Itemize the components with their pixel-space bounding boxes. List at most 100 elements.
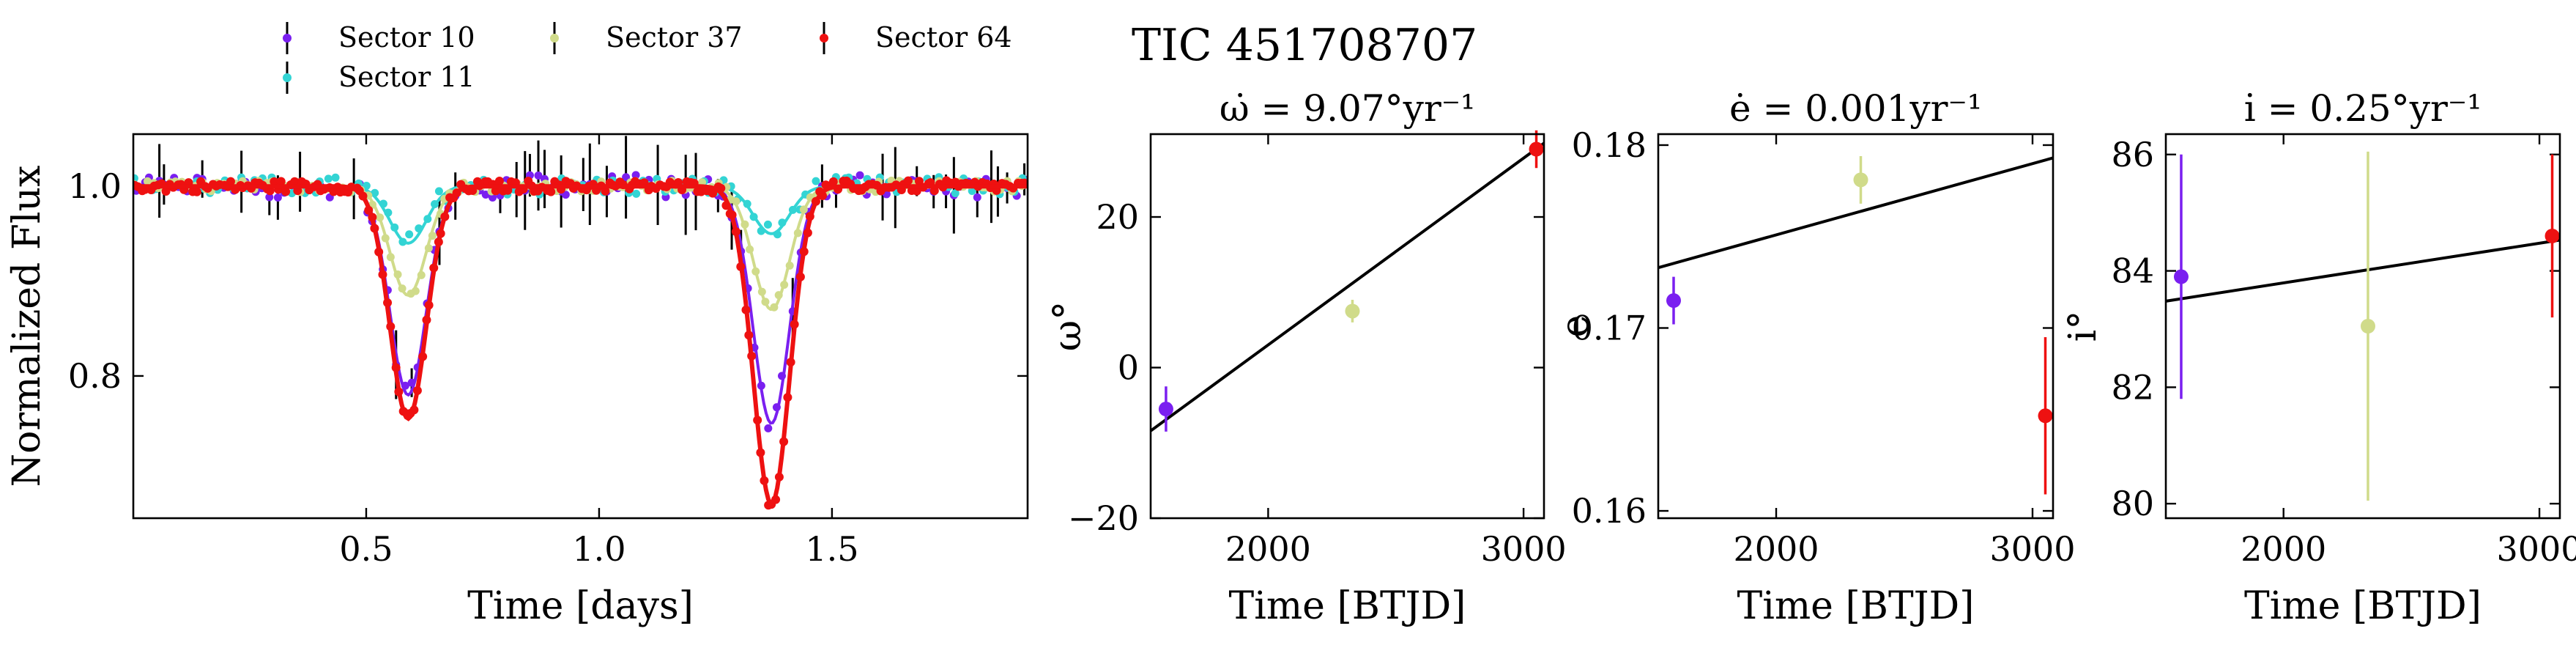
series-sector-64: [133, 176, 1028, 510]
y-tick-label: 1.0: [68, 166, 122, 206]
x-tick-label: 3000: [2497, 529, 2576, 569]
x-tick-label: 2000: [2241, 529, 2326, 569]
data-point: [265, 186, 275, 196]
inclination-panel: i̇ = 0.25°yr⁻¹ i° Time [BTJD] 2000 3000 80…: [2061, 87, 2576, 628]
data-point: [601, 186, 610, 196]
x-tick-label: 2000: [1225, 529, 1311, 569]
eccentricity-y-label: e: [1554, 315, 1597, 338]
eccentricity-x-label: Time [BTJD]: [1737, 584, 1975, 628]
data-point: [192, 187, 201, 196]
y-tick-label: 84: [2111, 251, 2154, 291]
fit-line: [1149, 141, 1545, 432]
y-tick-label: 0.16: [1572, 491, 1647, 531]
x-tick-label: 1.5: [805, 529, 858, 569]
x-tick-label: 0.5: [339, 529, 393, 569]
x-tick-label: 2000: [1733, 529, 1819, 569]
eccentricity-panel-title: ė = 0.001yr⁻¹: [1729, 87, 1982, 130]
y-tick-label: 86: [2111, 135, 2154, 174]
legend-label: Sector 11: [338, 61, 475, 93]
data-point: [2360, 319, 2375, 333]
omega-panel-title: ω̇ = 9.07°yr⁻¹: [1220, 87, 1475, 130]
data-point: [270, 177, 279, 186]
legend-marker-icon: [283, 34, 292, 43]
x-tick-label: 1.0: [572, 529, 626, 569]
plot-frame: [132, 133, 1029, 520]
data-point: [161, 186, 171, 196]
legend-label: Sector 37: [606, 21, 743, 54]
inclination-y-label: i°: [2061, 311, 2105, 342]
data-point: [491, 186, 500, 196]
data-point: [1158, 402, 1173, 417]
data-point: [273, 194, 282, 202]
y-tick-label: −20: [1068, 498, 1139, 538]
x-tick-label: 3000: [1481, 529, 1567, 569]
data-point: [290, 177, 300, 186]
inclination-panel-title: i̇ = 0.25°yr⁻¹: [2244, 87, 2482, 130]
y-tick-label: 0: [1118, 348, 1139, 388]
legend-marker-icon: [820, 34, 828, 43]
y-tick-label: 0.8: [68, 356, 122, 396]
data-point: [405, 230, 414, 239]
data-point: [489, 193, 497, 202]
data-point: [855, 171, 864, 180]
data-point: [324, 174, 333, 183]
omega-y-label: ω°: [1046, 301, 1090, 351]
fit-line: [2165, 238, 2561, 303]
data-point: [903, 176, 913, 185]
data-point: [362, 181, 371, 190]
data-point: [1345, 303, 1360, 319]
legend-marker-icon: [550, 34, 559, 43]
data-point: [534, 171, 543, 180]
data-point: [1853, 172, 1868, 188]
legend-entry-sector-37: Sector 37: [550, 21, 743, 54]
legend-entry-sector-64: Sector 64: [820, 21, 1012, 54]
plot-frame: [1657, 133, 2055, 520]
light-curve-panel: Normalized Flux Time [days] 0.5 1.0 1.5 0.8…: [5, 133, 1029, 628]
x-tick-label: 3000: [1989, 529, 2075, 569]
y-tick-label: 0.18: [1572, 125, 1647, 165]
eccentricity-panel: ė = 0.001yr⁻¹ e Time [BTJD] 2000 3000 0.16…: [1554, 87, 2076, 628]
plot-frame: [1149, 133, 1545, 520]
data-point: [546, 187, 556, 196]
figure-title: TIC 451708707: [1132, 20, 1477, 71]
data-point: [276, 177, 286, 186]
light-curve-x-label: Time [days]: [467, 584, 694, 628]
legend-label: Sector 10: [338, 21, 475, 54]
y-tick-label: 20: [1096, 197, 1139, 237]
data-point: [812, 177, 820, 185]
model-curve: [133, 184, 1028, 506]
data-point: [2038, 408, 2053, 424]
data-point: [143, 177, 152, 185]
data-point: [281, 187, 291, 196]
legend-marker-icon: [283, 73, 292, 82]
light-curve-y-label: Normalized Flux: [5, 166, 49, 487]
data-point: [632, 189, 641, 198]
data-point: [265, 193, 274, 202]
data-point: [631, 171, 640, 180]
omega-x-label: Time [BTJD]: [1229, 584, 1466, 628]
plot-frame: [2164, 133, 2561, 520]
data-point: [2545, 228, 2560, 243]
data-point: [494, 176, 504, 185]
light-curve-plot-area: [133, 136, 1028, 510]
data-point: [1666, 293, 1681, 309]
data-point: [763, 220, 772, 229]
data-point: [973, 193, 981, 202]
y-tick-label: 0.17: [1572, 308, 1647, 347]
data-point: [968, 187, 976, 196]
data-point: [434, 187, 443, 196]
data-point: [331, 173, 340, 182]
data-point: [1529, 141, 1544, 157]
fit-line: [1658, 156, 2054, 270]
legend-entry-sector-11: Sector 11: [283, 61, 475, 94]
y-tick-label: 80: [2111, 484, 2154, 523]
y-tick-label: 82: [2111, 367, 2154, 407]
data-point: [2173, 269, 2189, 284]
data-point: [764, 424, 773, 432]
inclination-x-label: Time [BTJD]: [2244, 584, 2482, 628]
legend-entry-sector-10: Sector 10: [283, 21, 475, 54]
data-point: [828, 177, 838, 186]
data-point: [951, 189, 959, 198]
omega-panel: ω̇ = 9.07°yr⁻¹ ω° Time [BTJD] 2000 3000 −2…: [1046, 87, 1567, 628]
